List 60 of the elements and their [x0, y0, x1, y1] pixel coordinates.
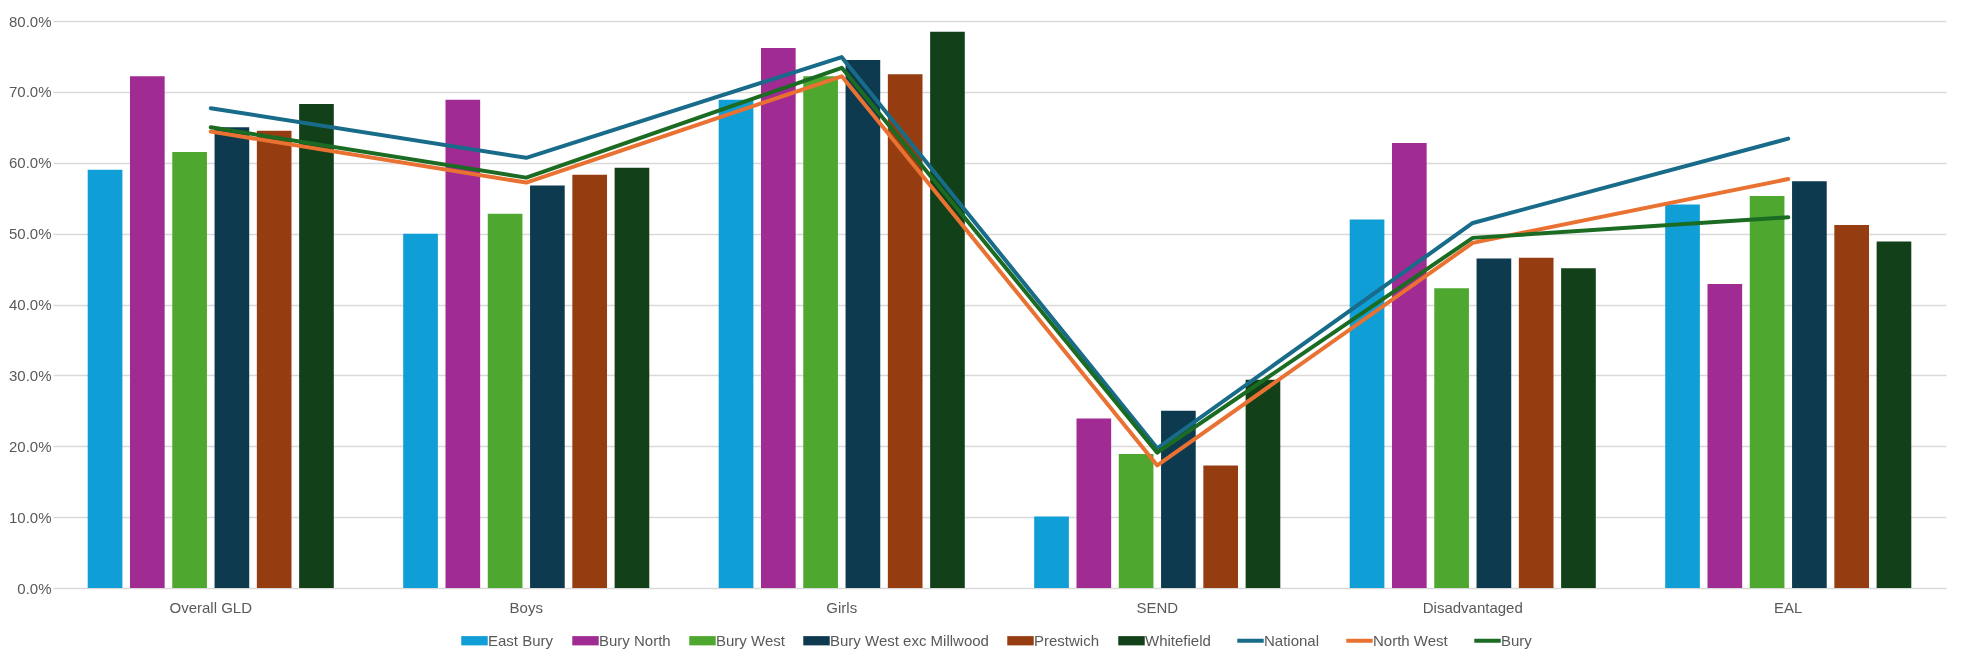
- bar: [1245, 379, 1281, 588]
- bar: [1561, 268, 1596, 588]
- y-tick-label: 40.0%: [8, 296, 52, 313]
- x-tick-label: Girls: [826, 598, 858, 616]
- x-tick-label: Boys: [509, 598, 543, 616]
- legend-label: Bury North: [599, 631, 671, 649]
- bar: [1076, 418, 1112, 588]
- legend-label: Prestwich: [1034, 631, 1100, 649]
- bar: [845, 59, 881, 588]
- y-tick-label: 70.0%: [8, 83, 52, 101]
- y-tick-label: 10.0%: [8, 508, 52, 526]
- y-tick-label: 0.0%: [17, 579, 52, 597]
- bar: [1434, 288, 1469, 588]
- bar: [87, 169, 123, 588]
- legend-label: North West: [1373, 631, 1449, 649]
- bar: [1034, 516, 1069, 588]
- y-tick-label: 50.0%: [8, 225, 52, 243]
- bar: [1349, 219, 1385, 588]
- bar: [1665, 204, 1700, 588]
- x-tick-label: Overall GLD: [169, 598, 253, 616]
- bar: [129, 76, 165, 588]
- bar: [614, 167, 650, 588]
- legend-label: National: [1264, 631, 1320, 649]
- x-tick-label: Disadvantaged: [1422, 598, 1523, 616]
- bar: [1476, 258, 1512, 588]
- bar: [403, 233, 438, 588]
- bar: [256, 130, 292, 588]
- bar: [1876, 241, 1912, 588]
- bar: [1834, 225, 1870, 588]
- x-tick-label: EAL: [1774, 598, 1803, 616]
- bar: [1161, 410, 1196, 588]
- y-tick-label: 20.0%: [8, 437, 52, 455]
- y-tick-label: 30.0%: [8, 366, 52, 384]
- bar: [1203, 465, 1239, 588]
- bar: [887, 74, 923, 588]
- x-tick-label: SEND: [1136, 598, 1179, 616]
- bar: [1391, 142, 1427, 588]
- y-tick-label: 60.0%: [8, 154, 52, 172]
- legend-label: Bury West: [716, 631, 786, 649]
- bar: [803, 76, 838, 588]
- bar: [530, 185, 565, 588]
- bar: [1792, 181, 1827, 588]
- bar: [760, 47, 796, 588]
- bar: [1118, 454, 1154, 588]
- y-tick-label: 80.0%: [8, 12, 52, 30]
- bar: [487, 213, 523, 588]
- legend-label: Bury: [1501, 631, 1533, 649]
- bar: [1518, 257, 1554, 588]
- bar: [299, 103, 334, 588]
- bar: [214, 127, 250, 588]
- bar: [572, 174, 608, 588]
- legend-label: East Bury: [488, 631, 554, 649]
- bar: [172, 152, 207, 588]
- bar: [1707, 283, 1743, 588]
- bar: [930, 31, 965, 588]
- bar: [718, 99, 754, 588]
- bar: [445, 99, 481, 588]
- legend-label: Whitefield: [1145, 631, 1211, 649]
- bar: [1749, 196, 1785, 588]
- legend-label: Bury West exc Millwood: [830, 631, 989, 649]
